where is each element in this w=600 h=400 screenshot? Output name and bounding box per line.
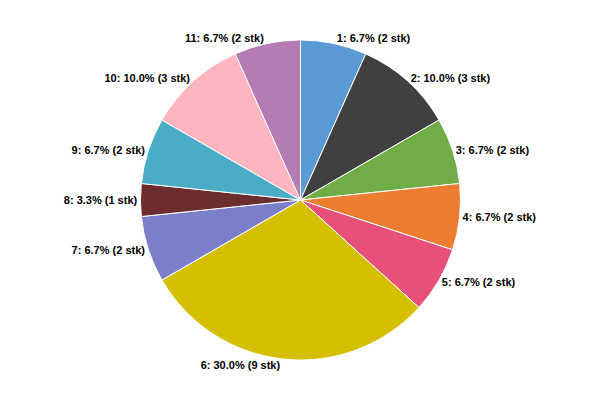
svg-text:4: 6.7% (2 stk): 4: 6.7% (2 stk) <box>463 211 537 223</box>
svg-text:2: 10.0% (3 stk): 2: 10.0% (3 stk) <box>411 72 491 84</box>
svg-text:1: 6.7% (2 stk): 1: 6.7% (2 stk) <box>337 32 411 44</box>
svg-text:7: 6.7% (2 stk): 7: 6.7% (2 stk) <box>72 244 146 256</box>
svg-text:11: 6.7% (2 stk): 11: 6.7% (2 stk) <box>185 32 264 44</box>
svg-text:9: 6.7% (2 stk): 9: 6.7% (2 stk) <box>72 144 146 156</box>
svg-text:3: 6.7% (2 stk): 3: 6.7% (2 stk) <box>456 144 530 156</box>
svg-text:10: 10.0% (3 stk): 10: 10.0% (3 stk) <box>104 72 190 84</box>
svg-text:6: 30.0% (9 stk): 6: 30.0% (9 stk) <box>201 359 281 371</box>
svg-text:8: 3.3% (1 stk): 8: 3.3% (1 stk) <box>64 194 138 206</box>
svg-text:5: 6.7% (2 stk): 5: 6.7% (2 stk) <box>442 276 516 288</box>
